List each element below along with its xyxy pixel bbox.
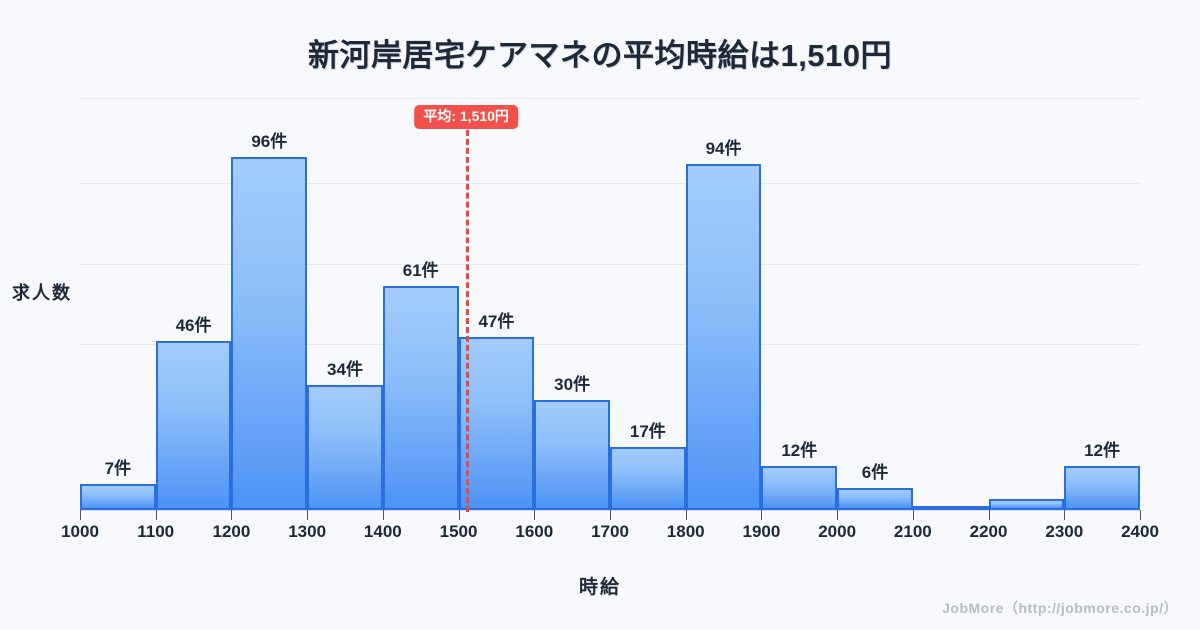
bar[interactable] — [80, 484, 156, 510]
x-axis-tick — [80, 510, 81, 520]
bar-value-label: 34件 — [327, 359, 363, 379]
gridline — [80, 263, 1140, 265]
bar[interactable] — [458, 337, 535, 510]
x-axis-tick-label: 1700 — [591, 522, 629, 541]
x-axis-tick — [610, 510, 611, 520]
bar-value-label: 47件 — [478, 312, 515, 332]
x-axis-tick-label: 1800 — [666, 522, 705, 541]
bar-slot: 7件 — [80, 98, 156, 510]
x-axis-tick — [534, 510, 536, 520]
chart-title: 新河岸居宅ケアマネの平均時給は1,510円 — [307, 38, 893, 73]
y-axis-title: 求人数 — [12, 283, 72, 303]
bar[interactable] — [761, 465, 838, 510]
bar-value-label: 94件 — [705, 139, 742, 159]
x-axis-tick — [382, 510, 384, 520]
bar[interactable] — [307, 384, 383, 510]
bar[interactable] — [155, 340, 232, 510]
bar-slot: 46件 — [155, 98, 232, 510]
bar[interactable] — [231, 156, 308, 510]
x-axis-title: 時給 — [578, 577, 621, 598]
bars-layer: 7件 46件 96件 34件 61件 47件 30件 17件 94件 12件 6件 12件 — [80, 98, 1140, 510]
x-axis-tick — [458, 510, 460, 520]
bar-slot: 96件 — [231, 98, 308, 510]
average-badge: 平均: 1,510円 — [414, 105, 518, 130]
x-axis-tick-label: 1300 — [288, 522, 327, 541]
bar[interactable] — [837, 487, 913, 510]
x-axis-tick-label: 2200 — [969, 522, 1008, 541]
x-axis-tick-label: 1000 — [61, 522, 99, 541]
bar-value-label: 46件 — [175, 315, 212, 335]
bar[interactable] — [610, 447, 686, 510]
x-axis-tick — [307, 510, 309, 520]
x-axis-tick-label: 1100 — [137, 522, 175, 541]
x-axis-tick — [988, 510, 990, 520]
x-axis-tick — [912, 510, 914, 520]
bar-value-label: 7件 — [104, 459, 132, 479]
x-axis-tick — [155, 510, 157, 520]
bar[interactable] — [1064, 465, 1140, 510]
bar-slot: 17件 — [610, 98, 686, 510]
bar[interactable] — [534, 399, 610, 510]
bar-value-label: 12件 — [1084, 440, 1121, 460]
bar-slot: 94件 — [685, 98, 762, 510]
x-axis-tick-label: 1400 — [363, 522, 402, 541]
bar-slot: 61件 — [382, 98, 459, 510]
bar-value-label: 6件 — [861, 462, 889, 482]
bar-slot: 34件 — [307, 98, 383, 510]
bar-value-label: 30件 — [554, 374, 591, 394]
x-axis-tick — [761, 510, 763, 520]
bar-value-label: 17件 — [629, 422, 666, 442]
x-axis-tick — [685, 510, 687, 520]
gridline — [80, 98, 1140, 99]
plot-area: 7件 46件 96件 34件 61件 47件 30件 17件 94件 12件 6件 12件 — [80, 98, 1140, 510]
bar-slot — [988, 98, 1065, 510]
x-axis-tick-label: 2100 — [893, 522, 932, 541]
bar[interactable] — [685, 164, 762, 510]
x-axis-tick — [1064, 510, 1066, 520]
bar[interactable] — [912, 506, 989, 510]
x-axis-tick — [1140, 510, 1141, 520]
bar[interactable] — [382, 285, 459, 510]
bar-slot: 12件 — [761, 98, 838, 510]
bar-value-label: 12件 — [781, 440, 818, 460]
x-axis-tick-label: 1600 — [515, 522, 554, 541]
x-axis-tick-label: 1200 — [212, 522, 251, 541]
footer-watermark: JobMore（http://jobmore.co.jp/） — [942, 600, 1178, 616]
x-axis-tick — [231, 510, 233, 520]
bar-slot: 47件 — [458, 98, 535, 510]
x-axis-tick-label: 2300 — [1045, 522, 1084, 541]
x-axis-tick-label: 2400 — [1121, 522, 1159, 541]
bar-slot: 6件 — [837, 98, 913, 510]
bar-slot — [912, 98, 989, 510]
bar-slot: 30件 — [534, 98, 610, 510]
x-axis-tick-label: 2000 — [818, 522, 857, 541]
bar[interactable] — [988, 498, 1065, 510]
bar-value-label: 96件 — [251, 131, 288, 151]
average-dashed-line — [466, 130, 470, 512]
x-axis-tick-label: 1900 — [742, 522, 781, 541]
bar-slot: 12件 — [1064, 98, 1140, 510]
bar-value-label: 61件 — [402, 260, 439, 280]
gridline — [80, 182, 1140, 184]
x-axis-tick — [837, 510, 839, 520]
x-axis-tick-label: 1500 — [439, 522, 478, 541]
gridline — [80, 344, 1140, 346]
